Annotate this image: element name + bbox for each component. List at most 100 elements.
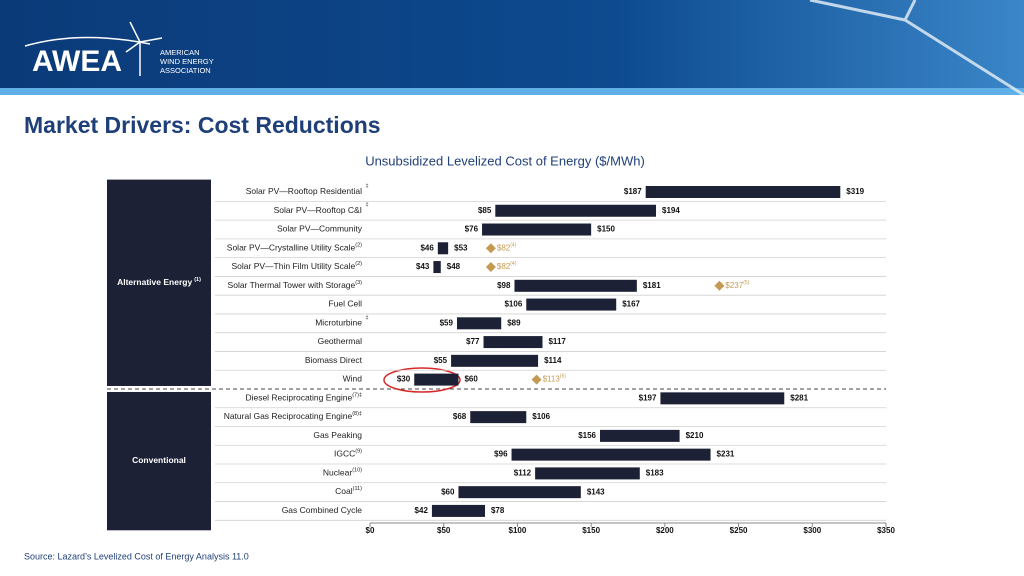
value-label: $106: [504, 300, 522, 309]
category-name: Fuel Cell: [328, 299, 362, 309]
category-note: (10): [352, 468, 362, 474]
value-label: $187: [624, 187, 642, 196]
value-label: $231: [717, 450, 735, 459]
category-name: Natural Gas Reciprocating Engine: [224, 411, 353, 421]
bar: [433, 261, 441, 274]
category-label: Solar PV—Community: [277, 224, 363, 234]
category-name: Wind: [343, 374, 363, 384]
category-name: Solar PV—Thin Film Utility Scale: [232, 261, 356, 271]
org-name: AMERICAN: [160, 48, 200, 57]
chart-title: Unsubsidized Levelized Cost of Energy ($…: [365, 153, 645, 168]
value-label: $42: [415, 506, 429, 515]
bar: [645, 186, 841, 198]
value-label: $183: [646, 469, 664, 478]
marker-label: $82(4): [497, 243, 517, 253]
value-label: $106: [532, 412, 550, 421]
bar: [458, 486, 581, 499]
value-label: $89: [507, 318, 521, 327]
category-label: Coal(11): [335, 486, 362, 496]
header-stripe: [0, 88, 1024, 95]
bar: [514, 279, 637, 292]
value-label: $59: [440, 318, 454, 327]
value-label: $117: [548, 337, 566, 346]
category-note: (11): [353, 487, 363, 493]
category-name: Diesel Reciprocating Engine: [245, 393, 352, 403]
value-label: $53: [454, 243, 468, 252]
value-label: $114: [544, 356, 562, 365]
logo: AWEA: [32, 45, 122, 78]
marker-note: (4): [510, 261, 516, 267]
group-box: [107, 179, 211, 386]
category-note: (3): [355, 280, 362, 286]
category-name: Gas Peaking: [313, 430, 362, 440]
marker-note: (6): [560, 374, 566, 380]
value-label: $76: [465, 225, 479, 234]
marker-value: $237: [725, 281, 743, 290]
logo-turbine: [24, 21, 163, 76]
marker: [485, 243, 496, 254]
value-label: $68: [453, 412, 467, 421]
x-tick-label: $200: [656, 526, 674, 535]
category-label: Wind: [343, 374, 363, 384]
category-name: Nuclear: [323, 468, 352, 478]
category-note: (2): [355, 261, 362, 267]
value-label: $210: [686, 431, 704, 440]
bar: [511, 448, 711, 461]
value-label: $30: [397, 375, 411, 384]
side-note: ‡: [365, 315, 368, 321]
value-label: $156: [578, 431, 596, 440]
bar: [526, 298, 617, 311]
category-label: Microturbine: [315, 318, 362, 328]
value-label: $181: [643, 281, 661, 290]
marker-value: $82: [497, 243, 511, 252]
marker-label: $237(5): [725, 280, 749, 290]
bar: [431, 504, 485, 517]
marker-label: $82(4): [497, 261, 517, 271]
marker: [485, 262, 496, 273]
category-name: IGCC: [334, 449, 355, 459]
bar: [660, 392, 785, 405]
marker-note: (5): [743, 280, 749, 286]
bar: [414, 373, 459, 386]
group-label: Alternative Energy (1): [117, 277, 201, 287]
category-name: Solar PV—Rooftop Residential: [246, 186, 362, 196]
category-name: Coal: [335, 486, 353, 496]
side-note: ‡: [365, 202, 368, 208]
group-name: Conventional: [132, 455, 186, 465]
category-note: (7)‡: [352, 393, 362, 399]
category-label: Solar PV—Rooftop C&I: [274, 205, 362, 215]
value-label: $281: [790, 393, 808, 402]
x-tick-label: $50: [437, 526, 451, 535]
category-label: Solar PV—Rooftop Residential: [246, 186, 362, 196]
category-label: Solar PV—Thin Film Utility Scale(2): [232, 261, 363, 271]
category-name: Gas Combined Cycle: [282, 505, 363, 515]
category-name: Solar PV—Community: [277, 224, 363, 234]
category-name: Solar Thermal Tower with Storage: [228, 280, 356, 290]
category-label: Solar PV—Crystalline Utility Scale(2): [227, 243, 362, 253]
value-label: $43: [416, 262, 430, 271]
marker-value: $82: [497, 262, 511, 271]
group-label: Conventional: [132, 455, 186, 465]
value-label: $319: [846, 187, 864, 196]
value-label: $167: [622, 300, 640, 309]
x-tick-label: $0: [366, 526, 375, 535]
bar: [535, 467, 640, 480]
value-label: $55: [434, 356, 448, 365]
org-name: ASSOCIATION: [160, 66, 211, 75]
x-tick-label: $250: [730, 526, 748, 535]
marker-value: $113: [543, 375, 561, 384]
value-label: $78: [491, 506, 505, 515]
value-label: $46: [420, 243, 434, 252]
marker-note: (4): [510, 243, 516, 249]
x-tick-label: $300: [803, 526, 821, 535]
value-label: $60: [441, 487, 455, 496]
category-label: Geothermal: [318, 336, 363, 346]
category-label: Gas Peaking: [313, 430, 362, 440]
marker: [531, 374, 542, 385]
category-label: Gas Combined Cycle: [282, 505, 363, 515]
value-label: $96: [494, 450, 508, 459]
group-box: [107, 391, 211, 531]
bar: [456, 317, 502, 330]
value-label: $194: [662, 206, 680, 215]
